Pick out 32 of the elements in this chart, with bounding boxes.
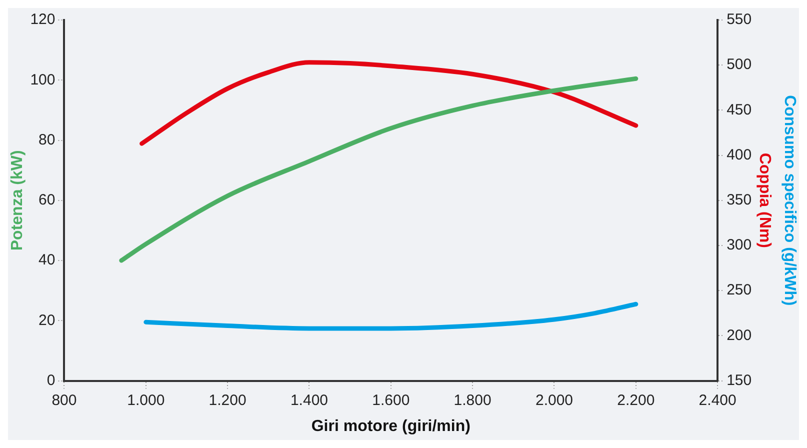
- y2-tick-label: 300: [726, 236, 752, 254]
- y-tick-label: 60: [38, 192, 56, 209]
- y2-tick-label: 200: [726, 326, 752, 344]
- x-tick-label: 1.400: [290, 392, 328, 409]
- y-tick-label: 20: [38, 312, 56, 329]
- y-axis-title: Potenza (kW): [9, 150, 26, 251]
- x-tick-label: 1.000: [127, 392, 165, 409]
- line-series: [119, 76, 638, 263]
- y2-tick-label: 350: [726, 192, 752, 209]
- line-series: [144, 302, 638, 331]
- y2-tick-label: 150: [726, 372, 752, 389]
- x-tick-label: 2.200: [617, 392, 655, 409]
- x-axis-title: Giri motore (giri/min): [311, 418, 470, 435]
- y2-axis-title: Coppia (Nm): [756, 152, 773, 248]
- x-tick-label: 1.800: [454, 392, 492, 409]
- y-tick-label: 120: [30, 11, 56, 28]
- x-tick-label: 2.000: [535, 392, 574, 409]
- y2-tick-label: 450: [726, 101, 752, 118]
- x-tick-label: 2.400: [698, 392, 736, 409]
- line-series: [140, 60, 638, 146]
- y-tick-label: 40: [38, 252, 56, 269]
- y-tick-label: 100: [30, 71, 56, 88]
- y2-tick-label: 250: [726, 282, 752, 299]
- y3-axis-title: Consumo specifico (g/kWh): [780, 95, 798, 306]
- y2-tick-label: 400: [726, 146, 752, 164]
- y2-tick-label: 550: [726, 11, 752, 28]
- x-tick-label: 1.200: [208, 392, 246, 409]
- y2-tick-label: 500: [726, 56, 752, 74]
- y-tick-label: 0: [46, 372, 56, 389]
- y-tick-label: 80: [38, 131, 56, 148]
- x-tick-label: 1.600: [372, 392, 410, 409]
- x-tick-label: 800: [52, 392, 77, 409]
